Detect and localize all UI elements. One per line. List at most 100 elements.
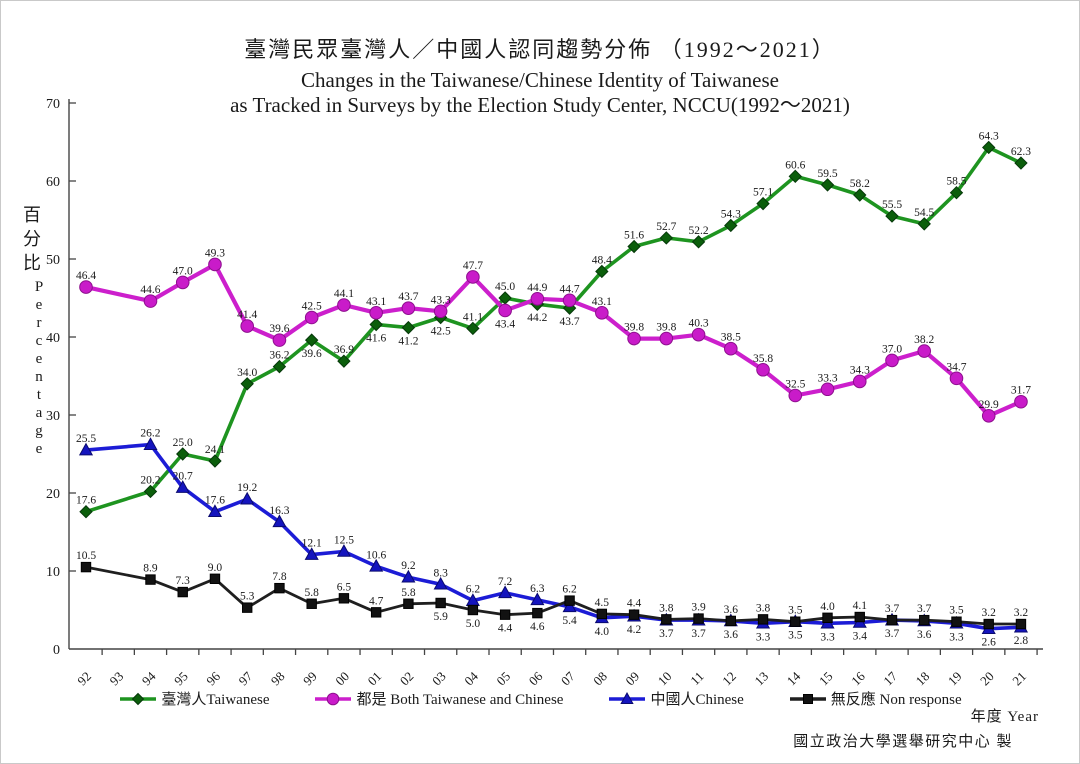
y-axis-title-zh-char: 百 — [23, 205, 41, 225]
data-point-marker — [885, 353, 899, 368]
data-label: 3.5 — [788, 605, 803, 617]
data-label: 2.6 — [982, 637, 997, 649]
data-label: 33.3 — [817, 372, 837, 384]
data-point-marker — [175, 480, 190, 493]
data-label: 4.1 — [853, 600, 868, 612]
data-point-marker — [562, 293, 577, 308]
data-label: 41.1 — [463, 311, 483, 323]
data-point-marker — [401, 320, 416, 335]
data-point-marker — [272, 333, 287, 347]
y-tick-label: 70 — [46, 97, 60, 112]
legend-marker-chinese-triangle-icon — [609, 691, 646, 704]
legend-marker-shape — [132, 692, 145, 705]
data-label: 44.7 — [560, 283, 580, 295]
y-tick-label: 10 — [46, 565, 60, 580]
data-point-marker — [822, 612, 833, 623]
data-point-marker — [983, 618, 994, 630]
data-label: 54.5 — [914, 207, 934, 219]
data-point-marker — [209, 573, 221, 584]
legend: 臺灣人Taiwanese 都是 Both Taiwanese and Chine… — [1, 688, 1079, 709]
data-point-marker — [79, 505, 93, 519]
data-label: 12.1 — [302, 538, 322, 550]
legend-item-chinese: 中國人Chinese — [607, 688, 744, 709]
data-label: 8.9 — [143, 563, 158, 575]
data-point-marker — [272, 514, 287, 528]
data-point-marker — [691, 327, 706, 342]
x-year-label: 13 — [751, 669, 771, 689]
data-label: 34.7 — [946, 361, 966, 373]
data-point-marker — [725, 615, 736, 627]
x-year-label: 96 — [203, 668, 223, 688]
data-label: 35.8 — [753, 353, 773, 365]
data-point-marker — [820, 178, 835, 192]
y-axis-title-en-char: n — [35, 369, 43, 385]
legend-label-both: 都是 Both Taiwanese and Chinese — [356, 692, 564, 708]
data-label: 7.8 — [272, 571, 287, 583]
data-label: 4.6 — [530, 621, 545, 633]
series-square — [80, 561, 1027, 630]
x-year-label: 19 — [945, 669, 965, 689]
data-point-marker — [143, 294, 158, 308]
data-label: 3.7 — [885, 603, 900, 615]
data-label: 55.5 — [882, 199, 902, 211]
data-point-marker — [272, 359, 287, 374]
data-label: 52.2 — [688, 225, 708, 237]
data-label: 3.8 — [756, 602, 771, 614]
legend-marker-nonresponse-square-icon — [789, 693, 826, 704]
data-label: 3.5 — [788, 630, 803, 642]
x-year-label: 02 — [397, 669, 417, 689]
data-label: 44.1 — [334, 288, 354, 300]
data-label: 25.0 — [173, 437, 193, 449]
data-point-marker — [433, 576, 448, 590]
data-label: 5.4 — [562, 615, 577, 627]
data-point-marker — [562, 599, 577, 613]
series-diamond — [79, 140, 1028, 519]
y-axis-title-en-char: g — [35, 423, 43, 439]
x-year-label: 92 — [74, 669, 94, 689]
data-label: 19.2 — [237, 482, 257, 494]
page-title-en-line2: as Tracked in Surveys by the Election St… — [230, 93, 850, 118]
data-point-marker — [403, 598, 414, 609]
data-point-marker — [596, 608, 608, 620]
data-label: 25.5 — [76, 433, 96, 445]
data-point-marker — [498, 303, 512, 318]
data-label: 3.9 — [691, 602, 706, 614]
series-circle — [79, 257, 1028, 423]
series-line — [85, 565, 1021, 626]
data-label: 43.3 — [431, 294, 451, 306]
data-label: 43.4 — [495, 318, 515, 330]
data-point-marker — [885, 209, 899, 223]
data-label: 3.3 — [820, 631, 835, 643]
data-point-marker — [886, 614, 898, 626]
data-label: 26.2 — [140, 428, 160, 440]
data-label: 41.4 — [237, 309, 257, 321]
title-block: 臺灣民眾臺灣人／中國人認同趨勢分佈 （1992～2021） Changes in… — [1, 37, 1079, 118]
data-point-marker — [628, 609, 640, 620]
legend-item-both: 都是 Both Taiwanese and Chinese — [313, 688, 563, 709]
data-label: 41.6 — [366, 333, 386, 345]
legend-item-taiwanese: 臺灣人Taiwanese — [118, 688, 269, 709]
x-year-label: 08 — [590, 669, 610, 689]
y-axis-title-en-char: e — [36, 297, 43, 313]
data-point-marker — [919, 614, 930, 626]
data-point-marker — [949, 371, 964, 386]
data-point-marker — [369, 317, 383, 332]
data-point-marker — [564, 595, 575, 606]
x-year-label: 94 — [139, 668, 159, 688]
data-point-marker — [854, 611, 865, 623]
data-label: 3.3 — [756, 631, 771, 643]
data-label: 3.7 — [917, 603, 932, 615]
data-label: 6.3 — [530, 583, 545, 595]
data-label: 4.4 — [498, 623, 513, 635]
x-year-label: 21 — [1009, 669, 1029, 689]
data-label: 42.5 — [431, 326, 451, 338]
legend-marker-shape — [620, 691, 635, 704]
data-point-marker — [532, 607, 543, 619]
legend-marker-shape — [327, 692, 340, 705]
y-tick-label: 50 — [46, 253, 60, 268]
data-point-marker — [981, 408, 996, 423]
series-line — [85, 145, 1022, 514]
data-label: 43.7 — [560, 316, 580, 328]
data-point-marker — [693, 613, 704, 624]
